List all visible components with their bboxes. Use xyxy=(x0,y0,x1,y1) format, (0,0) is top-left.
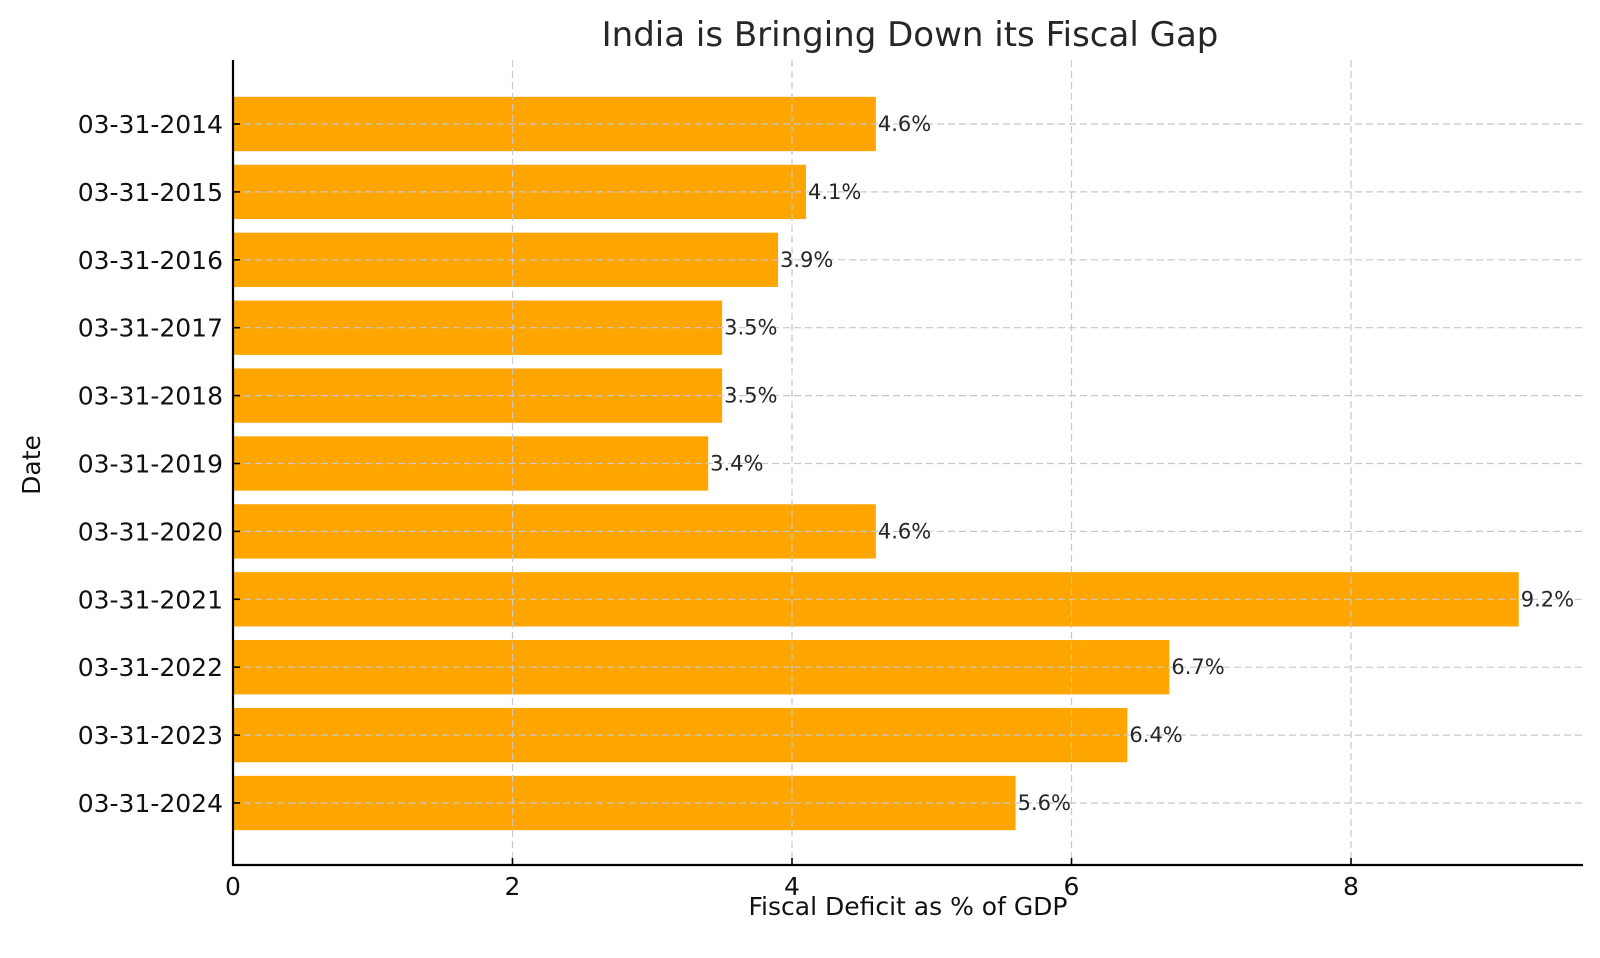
x-tick-label: 2 xyxy=(505,872,521,901)
y-tick-label: 03-31-2016 xyxy=(78,246,223,275)
chart-title: India is Bringing Down its Fiscal Gap xyxy=(602,15,1219,55)
y-tick-label: 03-31-2022 xyxy=(78,653,223,682)
data-label: 4.1% xyxy=(808,180,861,204)
data-label: 3.5% xyxy=(724,384,777,408)
y-tick-label: 03-31-2015 xyxy=(78,178,223,207)
data-label: 4.6% xyxy=(878,112,931,136)
data-labels: 4.6% 4.1% 3.9% 3.5% 3.5% 3.4% 4.6% 9.2% 6.7% 6.4%… xyxy=(710,112,1574,815)
x-ticks: 0 2 4 6 8 xyxy=(225,858,1359,901)
y-tick-label: 03-31-2024 xyxy=(78,789,223,818)
data-label: 5.6% xyxy=(1018,791,1071,815)
data-label: 4.6% xyxy=(878,519,931,543)
data-label: 3.4% xyxy=(710,452,763,476)
y-tick-label: 03-31-2020 xyxy=(78,517,223,546)
y-tick-label: 03-31-2018 xyxy=(78,382,223,411)
y-tick-label: 03-31-2021 xyxy=(78,585,223,614)
data-label: 3.5% xyxy=(724,316,777,340)
data-label: 6.4% xyxy=(1129,723,1182,747)
y-tick-label: 03-31-2019 xyxy=(78,450,223,479)
data-label: 3.9% xyxy=(780,248,833,272)
x-tick-label: 4 xyxy=(784,872,800,901)
x-tick-label: 0 xyxy=(225,872,241,901)
grid-lines-overlay xyxy=(233,60,1583,865)
y-tick-label: 03-31-2023 xyxy=(78,721,223,750)
data-label: 6.7% xyxy=(1171,655,1224,679)
y-ticks: 03-31-2014 03-31-2015 03-31-2016 03-31-2017… xyxy=(78,110,240,818)
y-tick-label: 03-31-2017 xyxy=(78,314,223,343)
x-axis-label: Fiscal Deficit as % of GDP xyxy=(748,892,1067,921)
y-axis-label: Date xyxy=(17,435,46,495)
y-tick-label: 03-31-2014 xyxy=(78,110,223,139)
data-label: 9.2% xyxy=(1521,587,1574,611)
x-tick-label: 8 xyxy=(1343,872,1359,901)
x-tick-label: 6 xyxy=(1064,872,1080,901)
